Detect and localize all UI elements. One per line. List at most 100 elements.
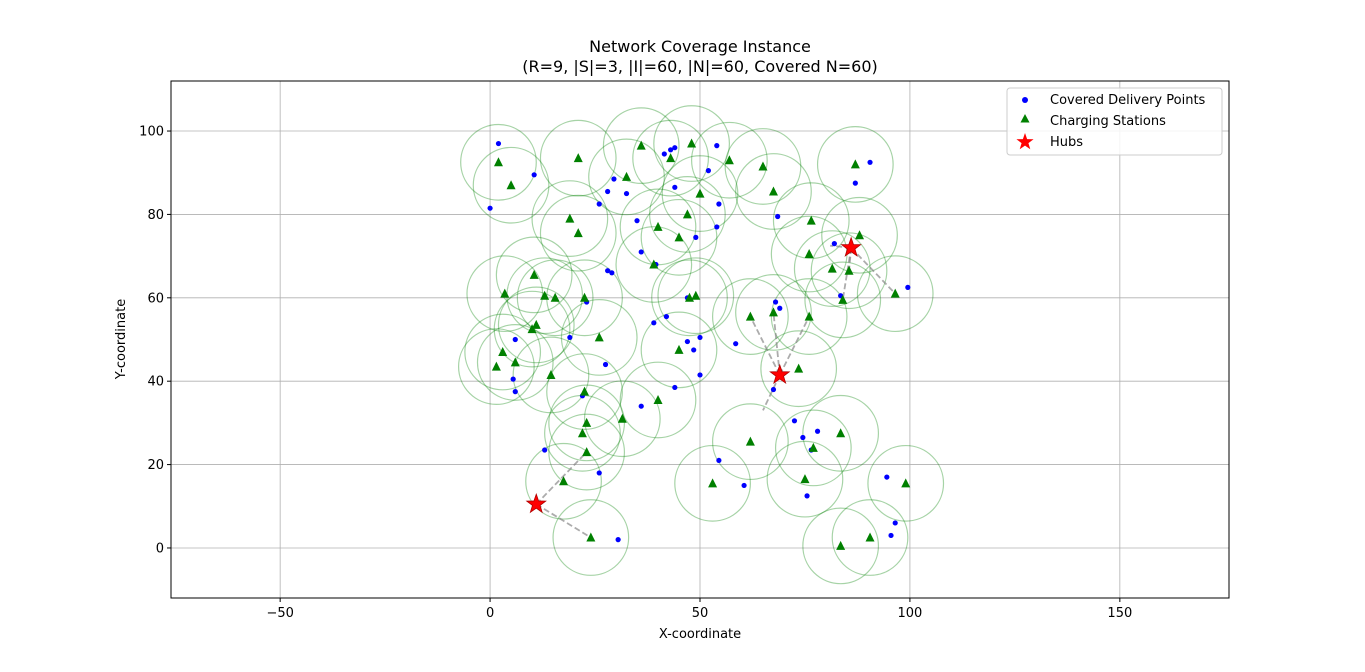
delivery-point	[804, 493, 810, 499]
coverage-circle	[816, 126, 894, 203]
charging-station	[800, 474, 810, 484]
charging-station	[794, 363, 804, 373]
coverage-circle	[472, 146, 550, 224]
coverage-circle	[831, 499, 909, 576]
charging-station	[573, 228, 583, 238]
coverage-circle	[770, 278, 848, 355]
y-axis-ticks: 0 20 40 60 80 100	[139, 125, 171, 556]
charging-station	[491, 361, 501, 371]
charging-station	[617, 413, 627, 423]
delivery-point	[495, 140, 502, 147]
y-axis-label: Y-coordinate	[114, 299, 129, 380]
charging-station	[510, 357, 520, 367]
delivery-point	[487, 205, 493, 211]
x-tick-label: 100	[898, 606, 923, 621]
charging-station	[674, 232, 684, 242]
coverage-circle	[651, 259, 728, 337]
coverage-circle	[619, 361, 697, 439]
charging-station	[498, 347, 508, 357]
hub-star	[525, 492, 547, 514]
coverage-circle	[735, 153, 812, 230]
delivery-point	[611, 176, 617, 182]
delivery-point	[905, 284, 911, 290]
coverage-circle	[691, 121, 768, 199]
hub-link	[749, 316, 781, 376]
coverage-circle	[640, 311, 718, 389]
x-tick-label: 150	[1107, 606, 1132, 621]
coverage-circle	[588, 138, 665, 216]
charging-stations	[491, 138, 911, 550]
coverage-circle	[772, 182, 850, 260]
coverage-circle	[802, 394, 880, 472]
charging-station	[724, 155, 734, 165]
delivery-point	[772, 299, 779, 305]
charging-station	[804, 249, 814, 259]
x-axis-ticks: −50 0 50 100 150	[266, 598, 1132, 621]
delivery-point	[605, 188, 611, 195]
delivery-point	[716, 457, 722, 464]
delivery-point	[892, 520, 898, 526]
charging-station	[550, 292, 560, 302]
delivery-point	[691, 347, 697, 353]
charging-station	[890, 288, 900, 298]
charging-station	[768, 186, 778, 196]
coverage-circle	[493, 290, 571, 368]
delivery-point	[852, 180, 858, 186]
charging-station	[586, 532, 596, 542]
y-tick-label: 100	[139, 125, 164, 140]
coverage-circle	[649, 176, 726, 253]
coverage-circles	[457, 105, 945, 585]
legend-hub-marker	[1016, 133, 1034, 150]
charging-station	[636, 140, 646, 150]
delivery-point	[714, 143, 720, 149]
charging-station	[493, 157, 503, 167]
y-tick-label: 40	[147, 375, 164, 390]
delivery-point	[672, 384, 678, 391]
delivery-point	[615, 537, 621, 543]
coverage-circle	[640, 198, 718, 276]
charging-station	[745, 311, 755, 321]
delivery-point	[663, 313, 670, 320]
legend: Covered Delivery Points Charging Station…	[1006, 87, 1223, 156]
delivery-point	[567, 334, 573, 341]
delivery-point	[693, 234, 699, 240]
delivery-point	[741, 482, 747, 489]
coverage-circle	[548, 384, 626, 462]
coverage-circle	[615, 226, 693, 303]
charging-station	[582, 447, 592, 457]
delivery-point	[596, 470, 602, 476]
coverage-circle	[766, 440, 844, 518]
charging-station	[565, 213, 575, 223]
charging-station	[844, 265, 854, 275]
coverage-circle	[457, 328, 535, 405]
charging-station	[758, 161, 768, 171]
coverage-circle	[657, 257, 735, 335]
charging-station	[580, 386, 590, 396]
charging-station	[649, 259, 659, 269]
charging-station	[804, 311, 814, 321]
coverage-circle	[546, 353, 623, 431]
delivery-point	[668, 147, 674, 153]
charging-station	[582, 417, 592, 427]
charging-station	[540, 290, 550, 300]
delivery-point	[638, 249, 644, 255]
delivery-point	[831, 241, 837, 247]
charging-station	[666, 153, 676, 163]
coverage-circle	[464, 313, 542, 391]
charging-station	[529, 269, 539, 279]
coverage-circle	[512, 336, 590, 414]
delivery-point	[512, 389, 518, 395]
hub-link	[772, 312, 781, 376]
delivery-point	[638, 403, 644, 409]
charging-station	[865, 532, 875, 542]
coverage-circle	[821, 196, 898, 274]
delivery-point	[602, 361, 609, 368]
charging-station	[806, 215, 816, 225]
delivery-point	[867, 159, 873, 165]
charging-station	[768, 307, 778, 317]
delivery-point	[605, 268, 611, 274]
coverage-circle	[711, 278, 789, 355]
charging-station	[653, 221, 663, 231]
x-tick-label: 50	[692, 606, 709, 621]
charging-station	[674, 344, 684, 354]
